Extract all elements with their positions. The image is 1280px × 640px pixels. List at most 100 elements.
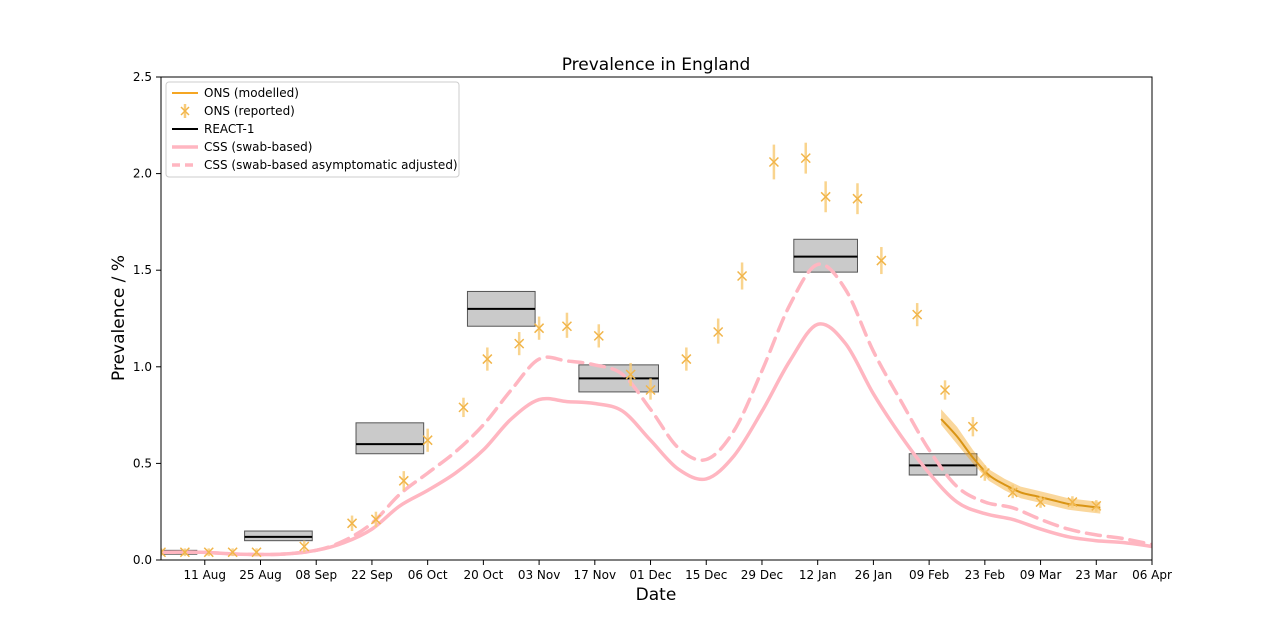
ons-reported-marker [458, 402, 469, 413]
x-tick-label: 15 Dec [685, 568, 727, 582]
legend-item-2: REACT-1 [172, 122, 255, 136]
plot-frame [160, 76, 1153, 561]
ons-reported-marker [482, 354, 493, 365]
plot-area [161, 142, 1152, 558]
ons-reported-point-27 [940, 380, 951, 400]
ons-reported-point-15 [593, 324, 604, 348]
ons-reported-marker [713, 326, 724, 338]
ons-reported-marker [422, 435, 433, 446]
ons-reported-point-20 [737, 262, 748, 290]
ons-reported-point-31 [1035, 496, 1046, 508]
ons-reported-point-29 [979, 465, 990, 481]
y-tick-label: 2.5 [133, 70, 152, 84]
ons-reported-point-32 [1067, 496, 1078, 508]
ons-reported-marker [179, 547, 190, 558]
ons-reported-marker [299, 541, 310, 552]
ons-reported-point-13 [534, 316, 545, 340]
ons-reported-point-5 [299, 540, 310, 553]
legend-label: CSS (swab-based asymptomatic adjusted) [204, 158, 458, 172]
ons-reported-point-30 [1007, 484, 1018, 499]
ons-reported-point-25 [876, 247, 887, 275]
legend-box [165, 81, 460, 178]
ons-reported-marker [876, 255, 887, 266]
ons-reported-marker [800, 153, 811, 164]
x-tick-label: 12 Jan [799, 568, 837, 582]
react1-interval-2 [355, 422, 425, 455]
ons-reported-marker [979, 468, 990, 479]
ons-reported-point-21 [768, 144, 779, 180]
ons-reported-point-23 [820, 181, 831, 213]
ons-reported-marker [852, 193, 863, 204]
ons-reported-point-4 [251, 547, 262, 558]
ons-reported-marker [967, 421, 978, 432]
x-tick-label: 08 Sep [295, 568, 337, 582]
ons-reported-point-0 [161, 547, 167, 558]
ons-reported-point-12 [514, 332, 525, 356]
ons-reported-marker [737, 270, 748, 282]
css-swab-line [161, 322, 1152, 557]
x-tick-label: 20 Oct [463, 568, 503, 582]
legend-label: ONS (reported) [204, 104, 295, 118]
ons-reported-marker [681, 354, 692, 365]
y-axis-label: Prevalence / % [109, 255, 129, 381]
y-tick-label: 0.5 [133, 456, 152, 470]
y-tick-label: 2.0 [133, 167, 152, 181]
legend-swatch-marker [180, 106, 190, 116]
ons-reported-marker [1007, 487, 1018, 498]
y-tick-label: 1.0 [133, 360, 152, 374]
ons-reported-marker [514, 338, 525, 349]
legend-item-1: ONS (reported) [180, 104, 295, 118]
ons-reported-marker [768, 156, 779, 168]
ons-reported-point-18 [681, 347, 692, 371]
legend-item-0: ONS (modelled) [172, 86, 299, 100]
ons-reported-point-7 [370, 511, 381, 528]
ons-reported-marker [593, 330, 604, 341]
y-tick-label: 0.0 [133, 553, 152, 567]
legend: ONS (modelled) ONS (reported) REACT-1 CSS (… [165, 81, 460, 178]
ons-reported-marker [561, 321, 572, 332]
ons-reported-marker [370, 514, 381, 525]
legend-item-4: CSS (swab-based asymptomatic adjusted) [172, 158, 458, 172]
ons-reported-marker [1067, 497, 1078, 508]
ons-reported-point-16 [625, 362, 636, 387]
ons-reported-marker [534, 323, 545, 334]
chart-title: Prevalence in England [562, 55, 751, 75]
ons-reported-point-10 [458, 397, 469, 418]
ons-reported-point-22 [800, 142, 811, 174]
ons-reported-marker [625, 369, 636, 380]
plot-clip-group [161, 142, 1152, 558]
ons-reported-marker [227, 547, 238, 558]
ons-reported-point-3 [227, 547, 238, 558]
ons-reported-point-33 [1091, 500, 1102, 512]
x-tick-label: 09 Feb [909, 568, 949, 582]
ons-reported-marker [398, 475, 409, 486]
ons-reported-point-6 [347, 515, 358, 532]
x-tick-label: 23 Feb [965, 568, 1005, 582]
y-tick-label: 1.5 [133, 263, 152, 277]
ons-reported-marker [203, 547, 214, 558]
x-tick-label: 26 Jan [855, 568, 893, 582]
x-tick-label: 29 Dec [741, 568, 783, 582]
css-adjusted-line [161, 262, 1152, 557]
ons-reported-marker [251, 547, 262, 558]
ons-reported-point-11 [482, 347, 493, 371]
legend-label: CSS (swab-based) [204, 140, 312, 154]
ons-reported-marker [912, 309, 923, 320]
legend-item-3: CSS (swab-based) [172, 140, 312, 154]
ons-reported-marker [347, 518, 358, 529]
ons-reported-marker [940, 384, 951, 396]
x-tick-label: 11 Aug [184, 568, 227, 582]
x-tick-label: 17 Nov [574, 568, 617, 582]
ons-reported-marker [161, 547, 167, 558]
ons-reported-point-26 [912, 303, 923, 327]
x-tick-label: 22 Sep [351, 568, 393, 582]
ons-reported-point-19 [713, 318, 724, 344]
ons-reported-point-9 [422, 428, 433, 452]
legend-label: REACT-1 [204, 122, 255, 136]
ons-reported-point-24 [852, 183, 863, 215]
ons-reported-marker [1035, 497, 1046, 508]
x-tick-label: 25 Aug [239, 568, 282, 582]
legend-label: ONS (modelled) [204, 86, 299, 100]
axes: 0.0 0.5 1.0 1.5 2.0 2.5 11 Aug 25 Aug 08 Sep 22 S… [133, 70, 1172, 582]
